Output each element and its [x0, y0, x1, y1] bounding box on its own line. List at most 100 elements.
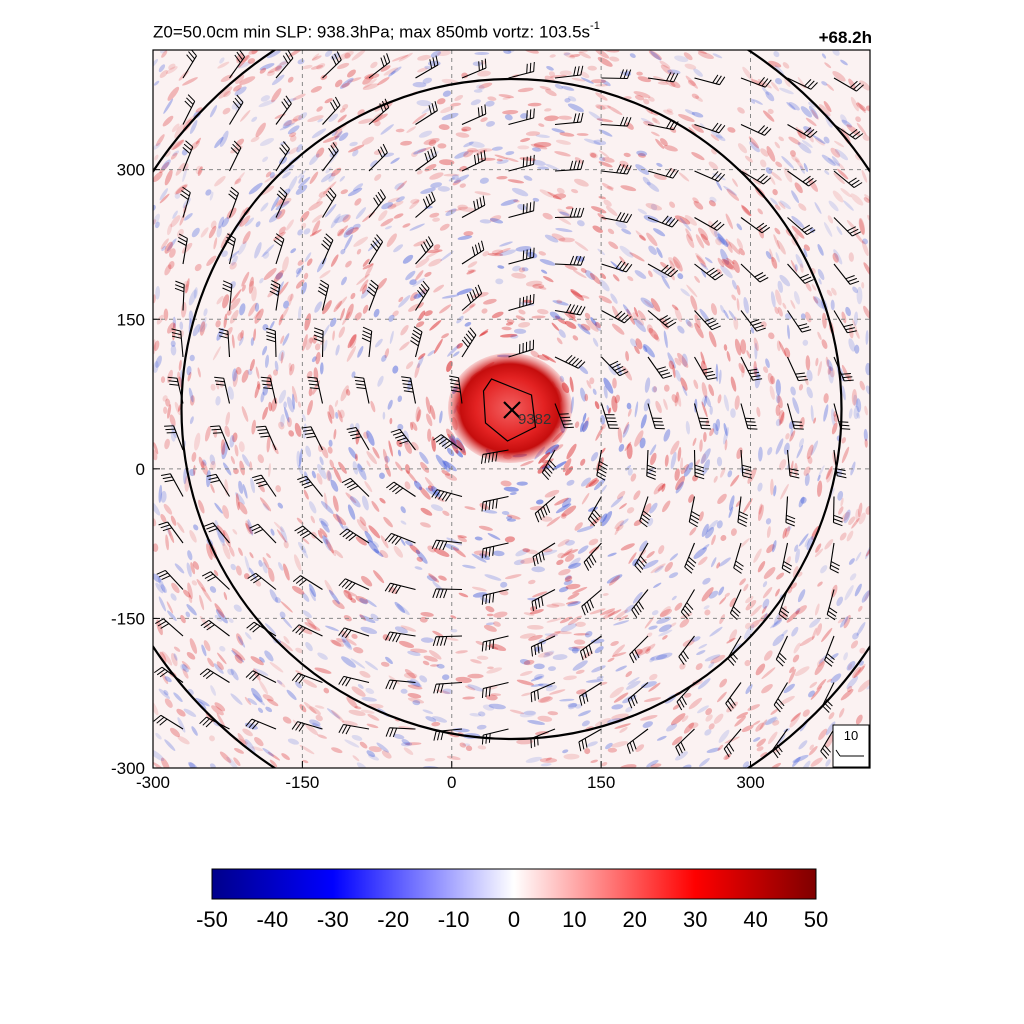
positive-vorticity-cell [558, 237, 575, 243]
storm-center-marker [503, 401, 521, 419]
negative-vorticity-cell [417, 289, 426, 298]
positive-vorticity-cell [686, 284, 698, 298]
positive-vorticity-cell [251, 50, 258, 55]
negative-vorticity-cell [213, 663, 224, 674]
positive-vorticity-cell [794, 666, 810, 677]
wind-barb [275, 187, 288, 218]
positive-vorticity-cell [541, 353, 557, 363]
positive-vorticity-cell [563, 549, 579, 556]
positive-vorticity-cell [395, 461, 403, 472]
negative-vorticity-cell [546, 66, 554, 71]
positive-vorticity-cell [551, 233, 566, 241]
wind-barb [291, 672, 323, 684]
negative-vorticity-cell [519, 711, 537, 718]
negative-vorticity-cell [775, 379, 781, 396]
negative-vorticity-cell [649, 502, 658, 514]
negative-vorticity-cell [834, 148, 849, 161]
plot-title: Z0=50.0cm min SLP: 938.3hPa; max 850mb v… [153, 20, 600, 43]
negative-vorticity-cell [504, 114, 513, 121]
negative-vorticity-cell [259, 137, 275, 147]
positive-vorticity-cell [769, 248, 774, 263]
negative-vorticity-cell [798, 533, 809, 547]
negative-vorticity-cell [416, 100, 432, 107]
negative-vorticity-cell [278, 350, 285, 362]
positive-vorticity-cell [164, 264, 172, 276]
negative-vorticity-cell [674, 55, 689, 63]
wind-barb [260, 376, 277, 404]
positive-vorticity-cell [694, 314, 701, 328]
positive-vorticity-cell [201, 461, 208, 476]
positive-vorticity-cell [564, 320, 577, 329]
negative-vorticity-cell [297, 229, 303, 236]
positive-vorticity-cell [269, 661, 284, 673]
negative-vorticity-cell [765, 358, 770, 369]
positive-vorticity-cell [620, 185, 637, 192]
negative-vorticity-cell [393, 244, 404, 253]
wind-barb [787, 310, 812, 333]
positive-vorticity-cell [695, 663, 703, 671]
positive-vorticity-cell [266, 435, 271, 453]
wind-barb [600, 403, 619, 429]
positive-vorticity-cell [319, 270, 331, 279]
negative-vorticity-cell [237, 636, 246, 648]
negative-vorticity-cell [188, 310, 194, 324]
wind-barb [171, 328, 184, 358]
negative-vorticity-cell [532, 197, 540, 202]
positive-vorticity-cell [679, 618, 690, 628]
negative-vorticity-cell [392, 365, 399, 374]
positive-vorticity-cell [323, 687, 330, 694]
negative-vorticity-cell [153, 361, 159, 373]
negative-vorticity-cell [341, 656, 356, 668]
positive-vorticity-cell [823, 101, 832, 113]
negative-vorticity-cell [177, 717, 186, 733]
positive-vorticity-cell [582, 651, 593, 659]
positive-vorticity-cell [669, 260, 677, 275]
positive-vorticity-cell [231, 334, 235, 349]
positive-vorticity-cell [743, 583, 749, 592]
positive-vorticity-cell [351, 633, 358, 639]
wind-barb [245, 718, 277, 730]
pressure-contour [180, 77, 843, 741]
positive-vorticity-cell [730, 474, 740, 487]
negative-vorticity-cell [161, 159, 171, 171]
negative-vorticity-cell [250, 477, 255, 494]
negative-vorticity-cell [691, 111, 704, 118]
positive-vorticity-cell [774, 227, 781, 235]
positive-vorticity-cell [224, 479, 229, 496]
positive-vorticity-cell [574, 522, 583, 531]
positive-vorticity-cell [818, 104, 831, 117]
positive-vorticity-cell [627, 408, 632, 417]
negative-vorticity-cell [536, 499, 544, 505]
negative-vorticity-cell [264, 354, 270, 368]
negative-vorticity-cell [611, 704, 624, 710]
negative-vorticity-cell [718, 369, 722, 385]
negative-vorticity-cell [652, 268, 668, 279]
positive-vorticity-cell [416, 556, 423, 562]
negative-vorticity-cell [765, 716, 777, 726]
positive-vorticity-cell [162, 651, 173, 666]
negative-vorticity-cell [582, 420, 589, 433]
wind-barb [694, 170, 726, 182]
wind-barb [461, 58, 487, 79]
negative-vorticity-cell [702, 459, 710, 475]
negative-vorticity-cell [856, 621, 866, 636]
negative-vorticity-cell [558, 329, 566, 338]
positive-vorticity-cell [556, 299, 563, 304]
negative-vorticity-cell [853, 311, 859, 326]
wind-barb [601, 356, 629, 377]
negative-vorticity-cell [275, 200, 290, 211]
negative-vorticity-cell [420, 637, 434, 643]
positive-vorticity-cell [486, 613, 494, 617]
wind-barb [415, 146, 437, 172]
positive-vorticity-cell [824, 539, 834, 550]
positive-vorticity-cell [636, 71, 643, 76]
positive-vorticity-cell [827, 215, 834, 224]
negative-vorticity-cell [802, 339, 809, 346]
positive-vorticity-cell [423, 655, 438, 662]
positive-vorticity-cell [174, 183, 188, 195]
positive-vorticity-cell [863, 197, 870, 203]
positive-vorticity-cell [235, 565, 242, 576]
negative-vorticity-cell [172, 316, 177, 329]
negative-vorticity-cell [295, 681, 302, 689]
positive-vorticity-cell [342, 214, 351, 223]
